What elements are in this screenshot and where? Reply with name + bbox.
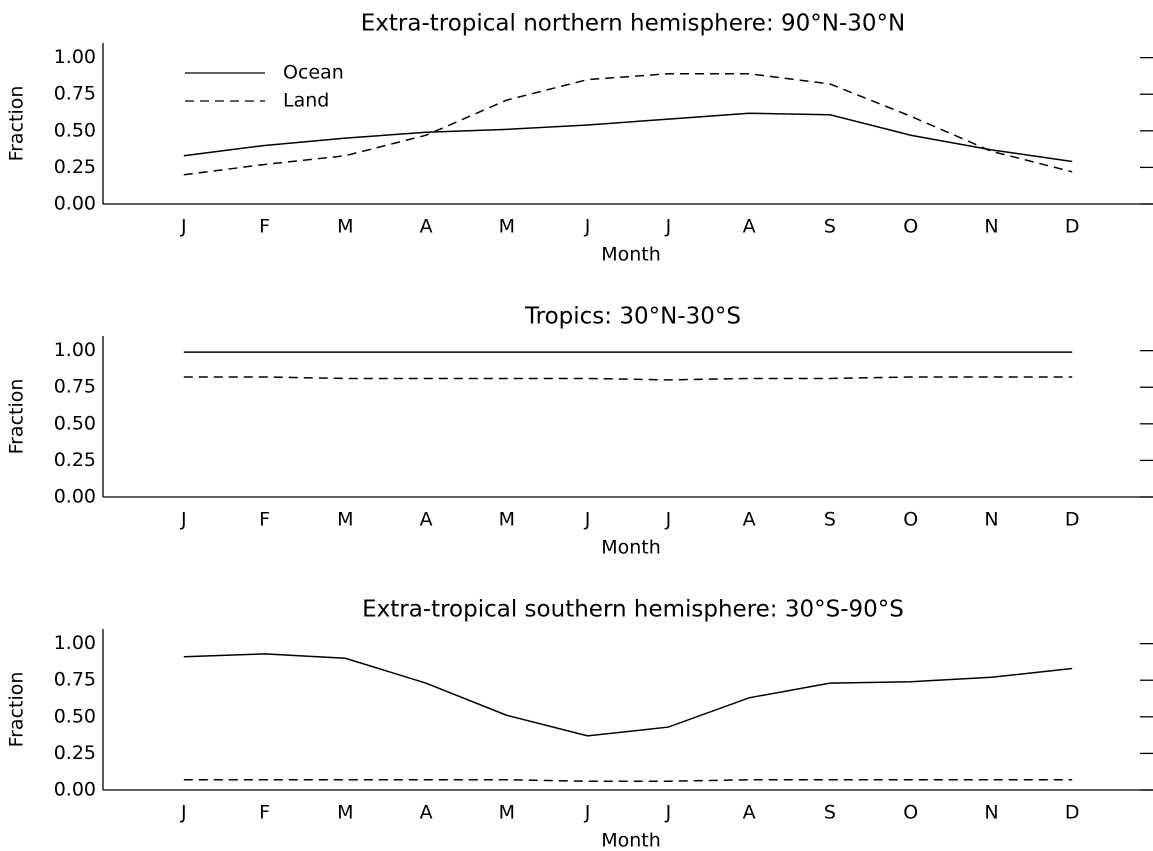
y-tick-label: 0.75: [54, 83, 96, 105]
y-tick-label: 0.25: [54, 156, 96, 178]
x-axis-label: Month: [601, 830, 661, 851]
y-tick-label: 0.75: [54, 376, 96, 398]
x-tick-label: S: [824, 509, 836, 531]
x-tick-label: D: [1065, 216, 1080, 238]
x-tick-label: J: [180, 802, 187, 824]
x-tick-label: J: [665, 509, 672, 531]
y-axis-label: Fraction: [6, 86, 28, 162]
x-tick-label: J: [584, 509, 591, 531]
x-tick-label: M: [337, 802, 353, 824]
x-tick-label: S: [824, 802, 836, 824]
x-tick-label: S: [824, 216, 836, 238]
x-tick-label: M: [337, 216, 353, 238]
x-tick-label: M: [499, 802, 515, 824]
chart-title: Extra-tropical northern hemisphere: 90°N…: [361, 11, 906, 37]
x-tick-label: J: [180, 509, 187, 531]
y-tick-label: 1.00: [54, 46, 96, 68]
x-tick-label: F: [259, 509, 270, 531]
x-tick-label: J: [665, 802, 672, 824]
chart-title: Extra-tropical southern hemisphere: 30°S…: [362, 597, 904, 623]
data-line: [183, 653, 1073, 737]
x-tick-label: M: [337, 509, 353, 531]
y-tick-label: 0.00: [54, 779, 96, 801]
x-tick-label: J: [584, 216, 591, 238]
x-tick-label: A: [743, 216, 756, 238]
data-line: [183, 779, 1073, 782]
y-tick-label: 0.50: [54, 119, 96, 141]
y-tick-label: 0.50: [54, 412, 96, 434]
y-axis-label: Fraction: [6, 379, 28, 455]
x-tick-label: J: [665, 216, 672, 238]
y-tick-label: 0.00: [54, 193, 96, 215]
y-tick-label: 0.75: [54, 669, 96, 691]
data-line: [183, 376, 1073, 381]
x-axis-label: Month: [601, 537, 661, 559]
y-tick-label: 1.00: [54, 632, 96, 654]
x-tick-label: O: [903, 216, 918, 238]
x-tick-label: A: [420, 216, 433, 238]
legend-label: Land: [283, 90, 329, 112]
x-tick-label: O: [903, 802, 918, 824]
x-tick-label: M: [499, 216, 515, 238]
y-tick-label: 0.00: [54, 486, 96, 508]
y-tick-label: 0.25: [54, 742, 96, 764]
x-tick-label: N: [984, 216, 998, 238]
x-tick-label: M: [499, 509, 515, 531]
y-tick-label: 1.00: [54, 339, 96, 361]
y-tick-label: 0.50: [54, 705, 96, 727]
data-line: [183, 72, 1073, 176]
x-tick-label: A: [743, 802, 756, 824]
x-tick-label: F: [259, 802, 270, 824]
data-line: [183, 112, 1073, 163]
x-tick-label: D: [1065, 802, 1080, 824]
x-tick-label: N: [984, 802, 998, 824]
x-tick-label: A: [420, 509, 433, 531]
chart-title: Tropics: 30°N-30°S: [524, 304, 741, 330]
x-tick-label: J: [180, 216, 187, 238]
x-tick-label: A: [743, 509, 756, 531]
y-axis-label: Fraction: [6, 672, 28, 748]
x-tick-label: J: [584, 802, 591, 824]
x-tick-label: N: [984, 509, 998, 531]
x-tick-label: O: [903, 509, 918, 531]
legend-label: Ocean: [283, 62, 344, 84]
x-axis-label: Month: [601, 244, 661, 266]
x-tick-label: D: [1065, 509, 1080, 531]
y-tick-label: 0.25: [54, 449, 96, 471]
x-tick-label: A: [420, 802, 433, 824]
x-tick-label: F: [259, 216, 270, 238]
